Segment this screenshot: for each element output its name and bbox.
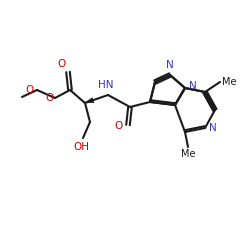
Text: O: O <box>115 121 123 131</box>
Text: N: N <box>209 123 217 133</box>
Polygon shape <box>86 98 94 102</box>
Text: OH: OH <box>73 142 89 152</box>
Text: O: O <box>58 59 66 69</box>
Text: O: O <box>26 85 34 95</box>
Text: Me: Me <box>181 149 195 159</box>
Text: Me: Me <box>222 77 236 87</box>
Text: N: N <box>189 81 197 91</box>
Text: O: O <box>46 93 54 103</box>
Text: N: N <box>166 60 174 70</box>
Text: HN: HN <box>98 80 114 90</box>
